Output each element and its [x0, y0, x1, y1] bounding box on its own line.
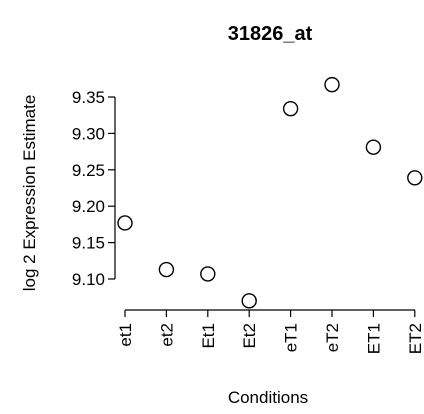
data-point-ET1	[365, 139, 382, 155]
y-axis-label: log 2 Expression Estimate	[20, 95, 39, 292]
x-tick-label: eT1	[282, 323, 301, 352]
data-point-eT2	[324, 76, 340, 93]
y-axis-ticks: 9.10 9.15 9.20 9.25 9.30 9.35	[72, 88, 115, 289]
data-point-eT1	[282, 100, 299, 117]
data-point-Et2	[241, 293, 257, 309]
x-tick-label: ET2	[406, 323, 424, 354]
y-tick-label: 9.20	[72, 197, 105, 216]
x-tick-label: et1	[116, 323, 135, 347]
y-tick-label: 9.35	[72, 88, 105, 107]
y-tick-label: 9.15	[72, 234, 105, 253]
x-tick-label: et2	[157, 323, 176, 347]
data-point-ET2	[407, 170, 423, 186]
y-tick-label: 9.10	[72, 270, 105, 289]
data-points	[117, 76, 423, 309]
x-tick-label: ET1	[364, 323, 383, 354]
x-axis-ticks: et1 et2 Et1 Et2 eT1 eT2 ET1 ET2	[116, 310, 424, 354]
x-tick-label: Et1	[199, 323, 218, 349]
data-point-et1	[117, 215, 133, 231]
x-tick-label: Et2	[240, 323, 259, 349]
x-tick-label: eT2	[323, 323, 342, 352]
y-tick-label: 9.25	[72, 161, 105, 180]
data-point-Et1	[200, 266, 216, 282]
chart-title: 31826_at	[228, 23, 313, 45]
x-axis-label: Conditions	[228, 388, 308, 407]
y-tick-label: 9.30	[72, 124, 105, 143]
data-point-et2	[158, 261, 175, 278]
